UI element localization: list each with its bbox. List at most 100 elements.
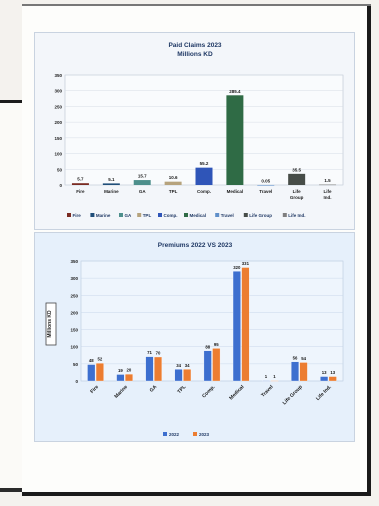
chart1-legend-label: Fire xyxy=(73,213,82,218)
chart1-xtick-label: GA xyxy=(139,189,147,194)
chart2-xtick-label: Life Group xyxy=(282,384,304,406)
chart2-ytick-label: 0 xyxy=(75,379,78,384)
chart2-ytick-label: 100 xyxy=(70,345,78,350)
premiums-chart: Premiums 2022 VS 2023 Millions KD 0 50 100… xyxy=(45,242,344,437)
chart2-value-label: 1 xyxy=(273,374,276,379)
chart2-ylabel-box: Millions KD xyxy=(45,302,57,346)
chart2-xtick-label: Medical xyxy=(228,384,246,402)
chart2-title: Premiums 2022 VS 2023 xyxy=(158,242,233,249)
chart1-xtick-label: Medical xyxy=(227,189,244,194)
chart1-bar-6 xyxy=(257,184,275,186)
chart2-bar-2022-4 xyxy=(203,350,212,382)
chart1-ytick-label: 300 xyxy=(54,89,62,94)
chart2-value-label: 54 xyxy=(301,356,306,361)
chart2-value-label: 70 xyxy=(156,351,161,356)
chart2-ytick-label: 150 xyxy=(70,328,78,333)
chart2-bar-2022-0 xyxy=(87,364,96,382)
chart1-value-label: 1.5 xyxy=(324,178,331,183)
chart1-ytick-label: 150 xyxy=(54,136,62,141)
chart1-value-label: 15.7 xyxy=(138,174,147,179)
chart2-bar-2023-5 xyxy=(241,267,250,382)
chart2-value-label: 71 xyxy=(147,350,152,355)
chart2-bar-2023-6 xyxy=(270,380,279,382)
chart1-xtick-label: Comp. xyxy=(197,189,211,194)
chart2-bar-2023-3 xyxy=(183,369,192,382)
chart2-value-label: 331 xyxy=(242,261,250,266)
chart1-xtick-label: TPL xyxy=(169,189,178,194)
chart2-xtick-label: Comp. xyxy=(201,384,217,400)
chart1-xtick-label: Life xyxy=(293,189,301,194)
chart2-value-label: 48 xyxy=(89,358,94,363)
chart2-value-label: 13 xyxy=(330,370,335,375)
chart2-legend-swatch-2022 xyxy=(163,432,167,436)
chart1-legend-label: Life Group xyxy=(249,213,272,218)
chart1-value-label: 55.2 xyxy=(200,161,209,166)
chart1-ytick-label: 100 xyxy=(54,152,62,157)
chart1-legend-label: TPL xyxy=(143,213,152,218)
chart1-value-label: 10.6 xyxy=(169,175,178,180)
underlying-page-edge xyxy=(0,488,40,492)
chart2-legend-label-2022: 2022 xyxy=(169,432,180,437)
chart2-bar-2022-7 xyxy=(291,361,299,382)
chart2-ytick-label: 200 xyxy=(70,310,78,315)
chart2-bar-2022-1 xyxy=(116,374,125,382)
chart2-value-label: 13 xyxy=(322,370,327,375)
chart1-value-label: 0.05 xyxy=(261,178,270,183)
chart1-bar-1 xyxy=(102,183,120,185)
chart1-xtick-label: Marine xyxy=(104,189,119,194)
chart2-value-label: 56 xyxy=(293,355,298,360)
chart1-xtick-label: Fire xyxy=(76,189,85,194)
chart2-bar-2023-4 xyxy=(212,348,221,382)
chart1-value-label: 5.7 xyxy=(77,177,84,182)
chart2-xtick-label: Marine xyxy=(113,384,129,400)
chart2-value-label: 52 xyxy=(97,357,102,362)
chart2-bar-2023-1 xyxy=(125,373,133,382)
chart2-bar-2022-5 xyxy=(232,271,241,382)
chart1-bar-0 xyxy=(71,183,89,185)
chart1-bar-7 xyxy=(288,173,306,185)
chart1-ytick-label: 350 xyxy=(54,73,62,78)
chart1-ytick-label: 250 xyxy=(54,104,62,109)
chart2-xtick-label: GA xyxy=(149,384,159,394)
chart1-bar-3 xyxy=(164,181,182,185)
chart2-plot-area xyxy=(80,260,344,382)
chart2-ytick-label: 350 xyxy=(70,259,78,264)
chart2-ytick-label: 50 xyxy=(73,362,79,367)
chart1-legend-swatch xyxy=(158,213,162,217)
chart1-legend-swatch xyxy=(243,213,248,217)
chart1-xtick-label: Life xyxy=(324,189,332,194)
chart2-value-label: 19 xyxy=(118,368,123,373)
chart1-legend-label: Marine xyxy=(96,213,111,218)
chart1-legend-swatch xyxy=(90,213,95,217)
chart1-ytick-label: 200 xyxy=(54,120,62,125)
chart1-legend-label: Medical xyxy=(190,213,207,218)
chart1-legend-swatch xyxy=(137,213,142,217)
chart1-value-label: 5.1 xyxy=(108,177,115,182)
chart2-xtick-label: Fire xyxy=(89,384,100,395)
chart2-value-label: 95 xyxy=(214,342,219,347)
chart1-ytick-label: 0 xyxy=(59,183,62,188)
chart2-value-label: 320 xyxy=(233,265,241,270)
chart1-legend-swatch xyxy=(119,213,123,217)
chart1-legend-label: Life Ind. xyxy=(288,213,305,218)
chart1-xtick-label: Travel xyxy=(259,189,272,194)
chart1-value-label: 285.4 xyxy=(229,89,241,94)
chart1-bar-4 xyxy=(195,167,213,185)
chart1-title-line2: Millions KD xyxy=(177,51,213,58)
paid-claims-panel: Paid Claims 2023 Millions KD 0 50 100 150 20… xyxy=(34,32,355,230)
chart1-value-label: 35.5 xyxy=(292,167,301,172)
chart1-ytick-label: 50 xyxy=(57,167,63,172)
chart2-bar-2022-8 xyxy=(320,376,329,382)
chart2-ylabel: Millions KD xyxy=(47,310,53,338)
chart1-title-line1: Paid Claims 2023 xyxy=(168,42,221,49)
chart2-ytick-label: 300 xyxy=(70,276,78,281)
chart2-value-label: 34 xyxy=(176,363,181,368)
chart2-xtick-label: TPL xyxy=(176,384,187,395)
chart2-value-label: 88 xyxy=(205,344,210,349)
paid-claims-chart: Paid Claims 2023 Millions KD 0 50 100 150 20… xyxy=(54,42,344,218)
chart2-bar-2023-0 xyxy=(95,363,104,382)
chart2-bar-2023-7 xyxy=(299,362,308,382)
chart1-legend-swatch xyxy=(67,213,71,217)
chart2-xtick-label: Travel xyxy=(260,384,275,399)
chart1-legend-swatch xyxy=(184,213,188,217)
